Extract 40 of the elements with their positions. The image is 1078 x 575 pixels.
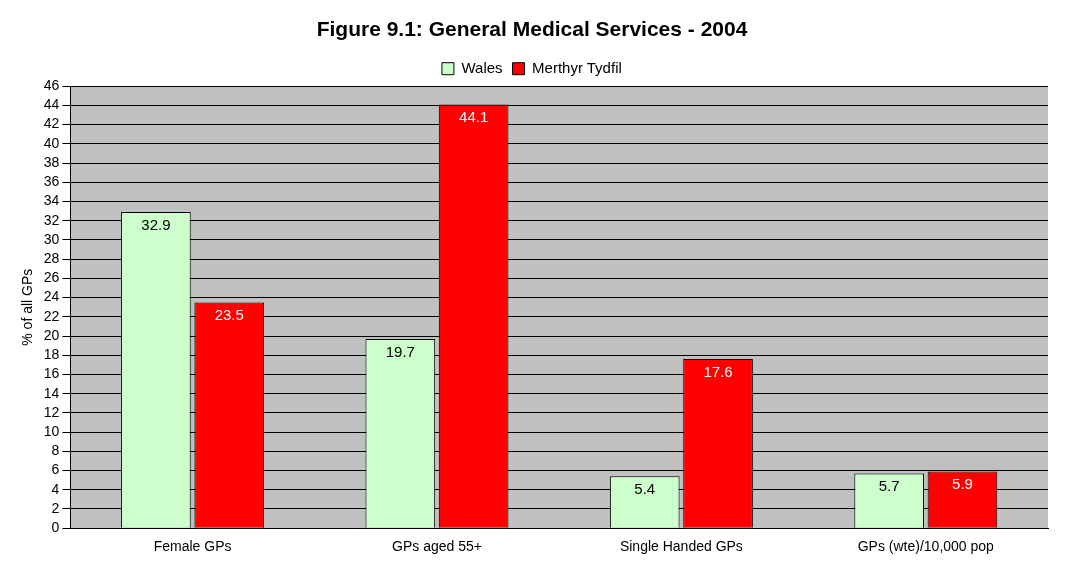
y-tick-label: 10 [43, 422, 60, 439]
y-tick-label: 46 [43, 77, 60, 94]
data-label: 44.1 [459, 108, 489, 126]
y-tick-label: 20 [43, 326, 60, 343]
data-label: 5.7 [878, 477, 900, 495]
chart-title: Figure 9.1: General Medical Services - 2004 [316, 17, 748, 41]
x-tick-label: GPs (wte)/10,000 pop [857, 538, 995, 555]
x-tick-label: GPs aged 55+ [392, 538, 482, 555]
data-label: 17.6 [703, 362, 733, 380]
y-tick-label: 4 [51, 480, 60, 497]
y-tick-label: 16 [43, 365, 60, 382]
y-tick-label: 24 [43, 288, 60, 305]
x-tick-label: Single Handed GPs [619, 538, 743, 555]
data-label: 23.5 [214, 306, 244, 324]
y-axis-title: % of all GPs [19, 268, 36, 346]
data-label: 5.4 [634, 479, 656, 497]
y-tick-label: 32 [43, 211, 60, 228]
legend-label: Wales [461, 58, 503, 76]
y-tick-label: 12 [43, 403, 60, 420]
y-tick-label: 28 [43, 250, 60, 267]
y-tick-label: 14 [43, 384, 60, 401]
y-tick-label: 18 [43, 346, 60, 363]
data-label: 32.9 [141, 215, 171, 233]
data-label: 19.7 [385, 342, 415, 360]
y-tick-label: 0 [51, 519, 60, 536]
y-tick-label: 30 [43, 230, 60, 247]
data-label: 5.9 [952, 475, 973, 493]
y-tick-label: 42 [43, 115, 60, 132]
y-tick-label: 8 [51, 442, 60, 459]
y-tick-label: 2 [51, 499, 60, 516]
y-tick-label: 40 [43, 134, 60, 151]
y-tick-label: 38 [43, 153, 60, 170]
y-tick-label: 26 [43, 269, 60, 286]
y-tick-label: 44 [43, 96, 60, 113]
y-tick-label: 36 [43, 173, 60, 190]
x-tick-label: Female GPs [153, 538, 232, 555]
legend-label: Merthyr Tydfil [532, 58, 622, 76]
y-tick-label: 22 [43, 307, 60, 324]
y-tick-label: 6 [51, 461, 60, 478]
y-tick-label: 34 [43, 192, 60, 209]
